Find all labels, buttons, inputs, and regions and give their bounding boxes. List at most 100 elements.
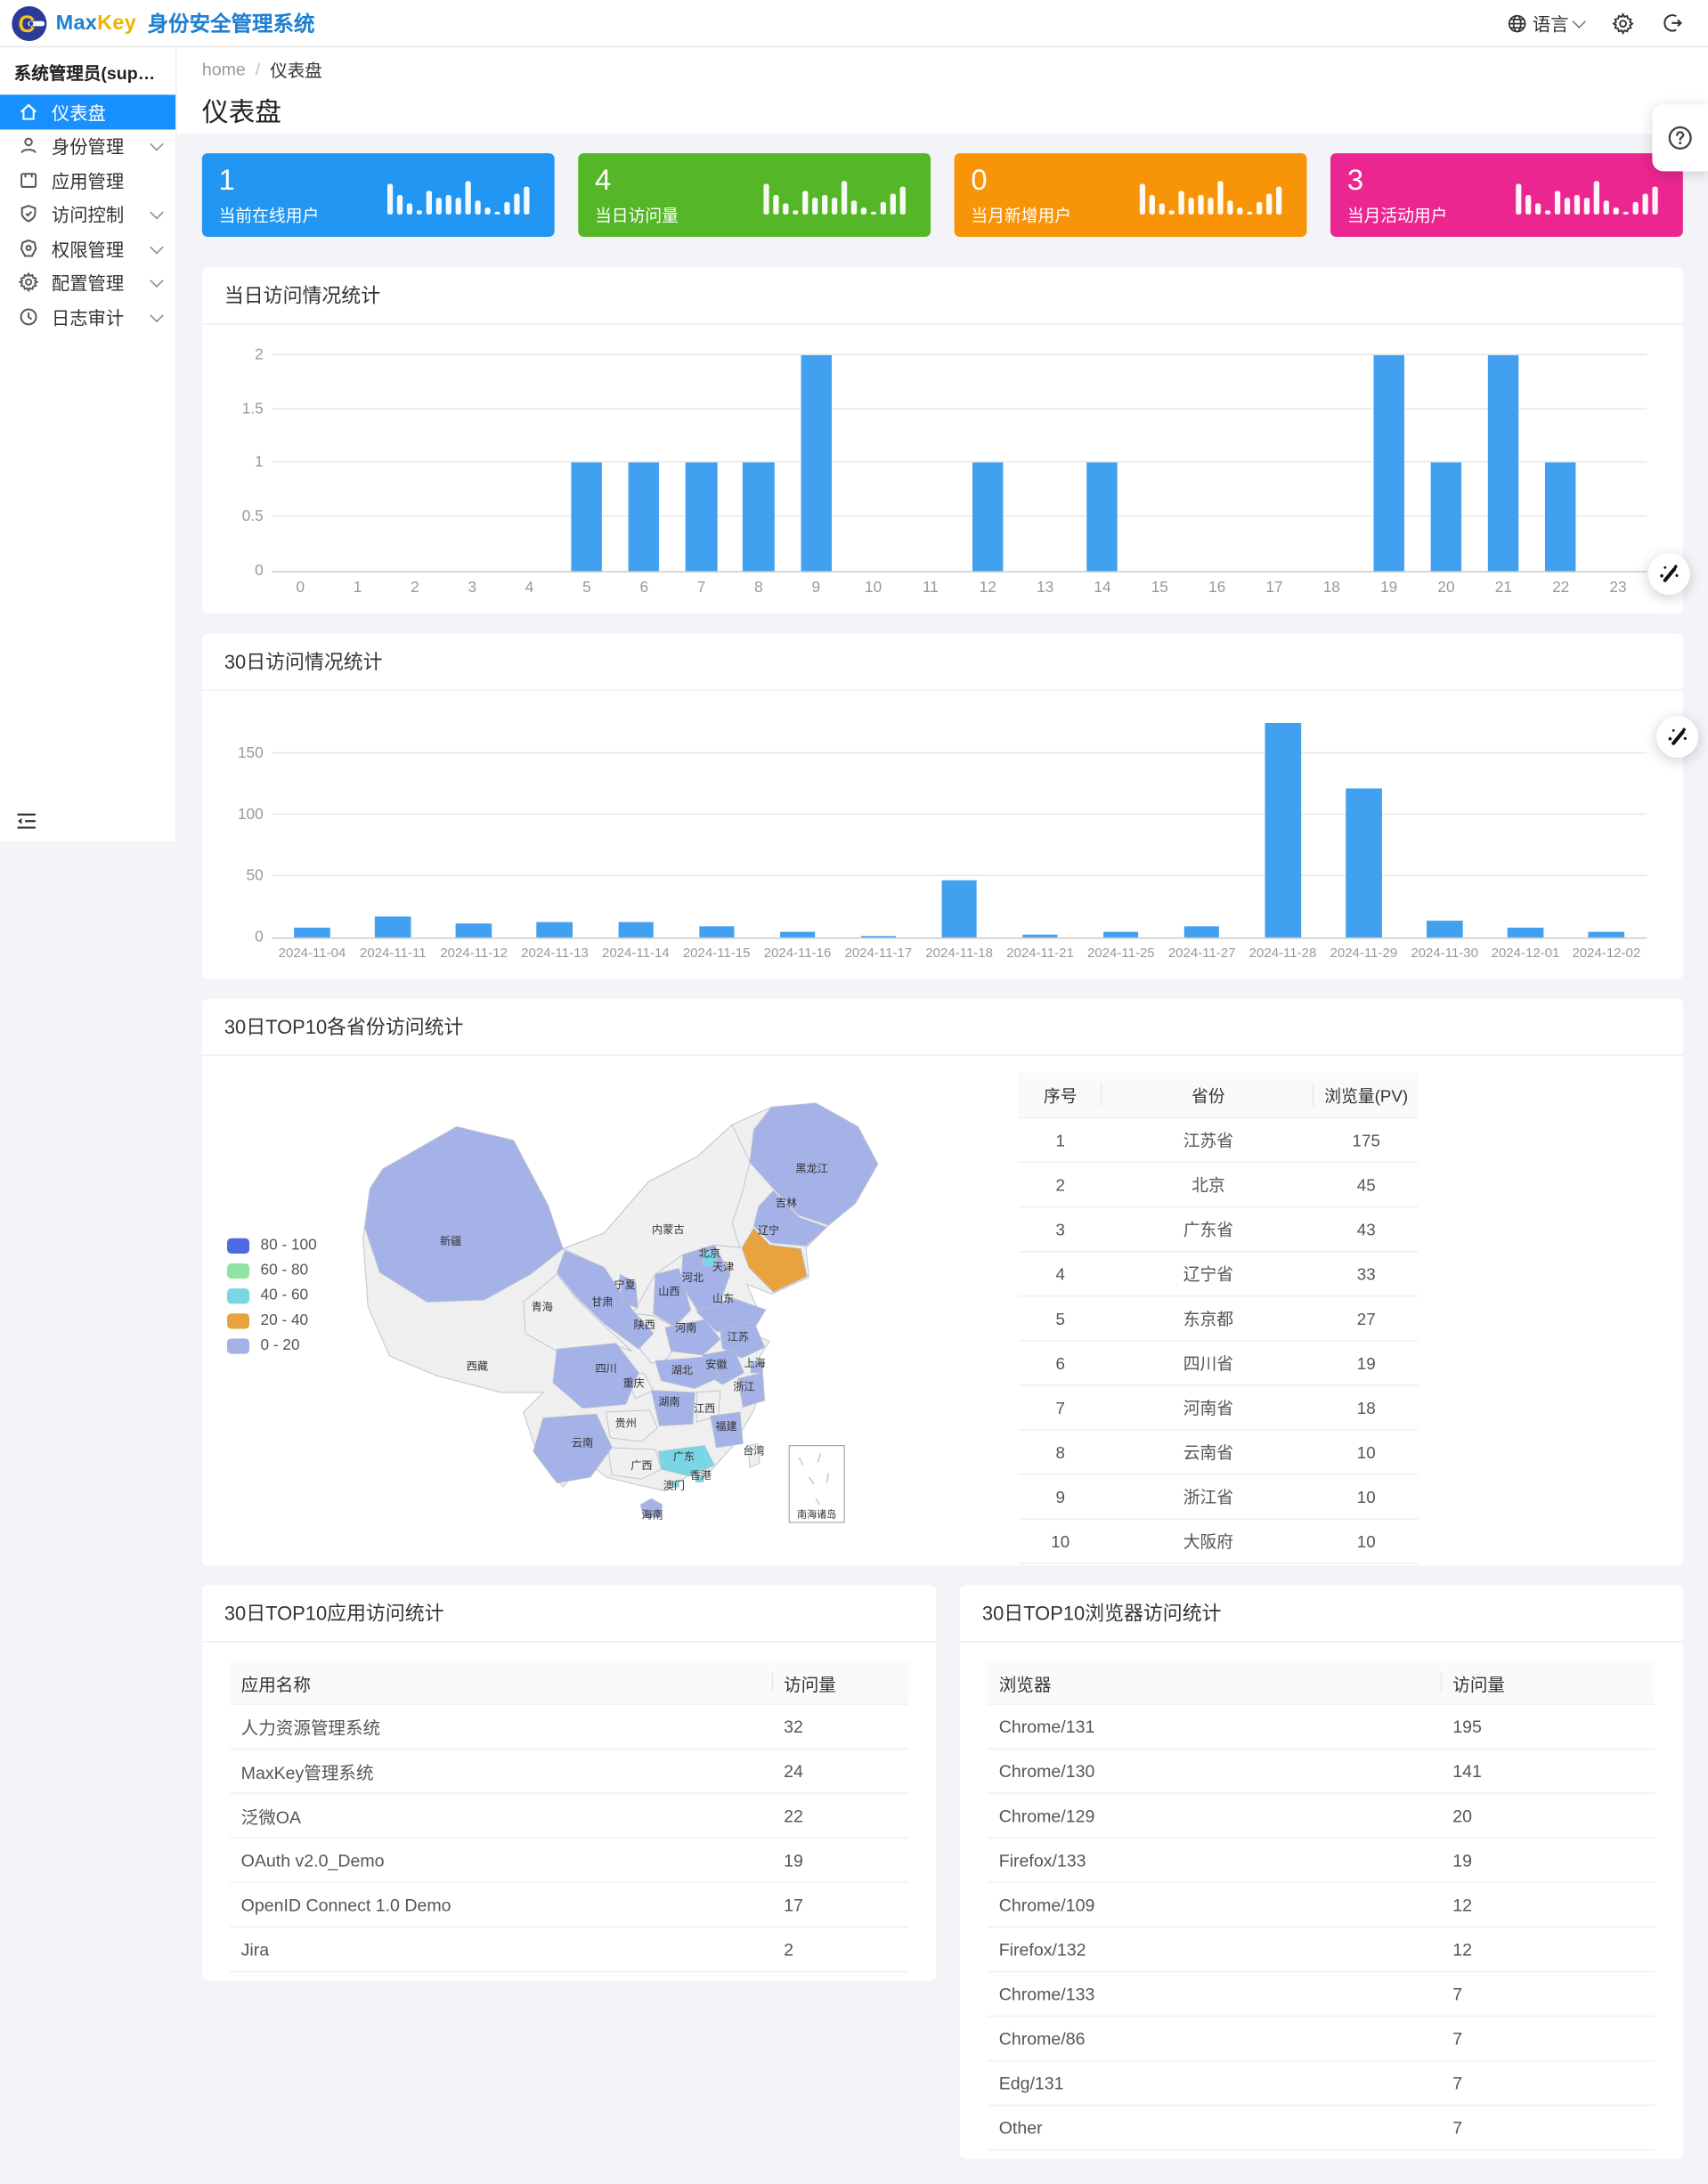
sidebar-item-audit[interactable]: 日志审计 xyxy=(0,299,175,333)
bar xyxy=(1508,927,1543,938)
map-body: 80 - 100 60 - 80 40 - 60 20 - 40 0 - 20 南海诸岛… xyxy=(202,1056,1683,1566)
x-axis-label: 4 xyxy=(525,579,534,597)
table-cell: Chrome/109 xyxy=(988,1882,1442,1928)
legend-swatch xyxy=(227,1238,250,1254)
x-axis-label: 2024-11-29 xyxy=(1330,946,1398,962)
province-label: 云南 xyxy=(572,1436,593,1449)
bar-slot xyxy=(272,710,353,938)
bar-slot xyxy=(1303,344,1360,571)
x-axis-label: 17 xyxy=(1265,579,1283,597)
mini-bar-chart-icon xyxy=(1139,181,1282,215)
bar-slot xyxy=(1074,344,1131,572)
logout-button[interactable] xyxy=(1662,12,1682,33)
table-cell: 12 xyxy=(1441,1882,1655,1928)
x-axis-label: 18 xyxy=(1322,579,1340,597)
magic-wand-button[interactable] xyxy=(1656,716,1699,759)
bars-layer xyxy=(272,710,1647,938)
stat-card: 1 当前在线用户 xyxy=(201,153,555,237)
bar xyxy=(375,916,411,938)
stat-cards-row: 1 当前在线用户 4 当日访问量 0 当月新增用户 3 当月活动用户 xyxy=(201,153,1683,237)
bar xyxy=(456,923,492,938)
x-axis-label: 2024-11-17 xyxy=(844,946,913,962)
stat-card: 0 当月新增用户 xyxy=(954,153,1307,237)
province-table: 序号 省份 浏览量(PV) 1 江苏省 175 2 北京 45 3 广东省 43 4 辽宁省 33 5 东… xyxy=(1018,1072,1419,1564)
breadcrumb-home-link[interactable]: home xyxy=(201,59,246,79)
menu-item-icon xyxy=(18,272,39,293)
menu-item-label: 配置管理 xyxy=(51,273,125,295)
gridline xyxy=(272,516,1647,517)
x-axis-label: 2024-11-15 xyxy=(682,946,751,962)
bar-slot xyxy=(1360,344,1417,572)
y-axis-tick: 0 xyxy=(255,563,264,580)
stat-label: 当前在线用户 xyxy=(218,206,320,226)
bar-slot xyxy=(1485,710,1566,938)
province-label: 新疆 xyxy=(440,1234,461,1247)
table-cell: 四川省 xyxy=(1102,1340,1314,1386)
bar xyxy=(698,926,735,938)
bar-slot xyxy=(515,710,596,938)
table-cell: 人力资源管理系统 xyxy=(230,1704,773,1750)
globe-icon xyxy=(1508,14,1526,32)
sidebar-item-app[interactable]: 应用管理 xyxy=(0,163,175,197)
table-cell: Chrome/131 xyxy=(988,1704,1442,1750)
app-row: MaxKey管理系统 24 xyxy=(230,1749,909,1794)
settings-button[interactable] xyxy=(1612,12,1634,35)
table-cell: 10 xyxy=(1314,1429,1419,1475)
province-label: 北京 xyxy=(699,1246,720,1259)
bar xyxy=(800,354,832,572)
legend-label: 0 - 20 xyxy=(260,1336,300,1354)
x-axis-label: 2024-11-11 xyxy=(360,946,427,962)
stat-value: 3 xyxy=(1346,164,1364,197)
sidebar-collapse-button[interactable] xyxy=(15,811,37,832)
chevron-down-icon xyxy=(150,206,164,220)
bar-slot xyxy=(787,344,844,572)
brand[interactable]: C MaxKey 身份安全管理系统 xyxy=(0,4,314,41)
bar xyxy=(1487,354,1519,572)
legend-label: 40 - 60 xyxy=(260,1287,309,1304)
column-header: 浏览量(PV) xyxy=(1314,1072,1419,1119)
content: 1 当前在线用户 4 当日访问量 0 当月新增用户 3 当月活动用户 当日访问情… xyxy=(176,134,1708,2184)
sidebar-item-access[interactable]: 访问控制 xyxy=(0,197,175,231)
sidebar-item-home[interactable]: 仪表盘 xyxy=(0,94,176,129)
stat-card: 3 当月活动用户 xyxy=(1330,153,1683,237)
bar-slot xyxy=(434,710,515,938)
magic-wand-button[interactable] xyxy=(1647,553,1690,596)
browser-row: Chrome/109 12 xyxy=(988,1882,1655,1928)
province-label: 河南 xyxy=(675,1320,696,1334)
browser-row: Edg/131 7 xyxy=(988,2060,1655,2107)
x-axis-label: 2024-11-28 xyxy=(1248,946,1317,962)
bar-slot xyxy=(1246,344,1303,571)
province-shape xyxy=(672,1480,679,1488)
legend-item: 40 - 60 xyxy=(227,1287,317,1304)
province-label: 四川 xyxy=(596,1362,617,1375)
sidebar-item-user[interactable]: 身份管理 xyxy=(0,129,175,163)
province-label: 重庆 xyxy=(622,1376,644,1389)
legend-item: 60 - 80 xyxy=(227,1262,317,1279)
bar xyxy=(1086,463,1118,572)
province-shape xyxy=(639,1498,663,1518)
province-label: 吉林 xyxy=(776,1197,797,1209)
daily-visits-chart-card: 当日访问情况统计 0 0.5 1 1.5 2 0 1 2 3 4 5 6 7 8 9 10 11 12 13 14 1… xyxy=(201,267,1690,613)
legend-item: 20 - 40 xyxy=(227,1311,317,1329)
sidebar-item-permission[interactable]: 权限管理 xyxy=(0,231,175,265)
sidebar-item-config[interactable]: 配置管理 xyxy=(0,265,175,299)
legend-label: 20 - 40 xyxy=(260,1311,309,1329)
menu-item-label: 仪表盘 xyxy=(51,102,106,124)
table-cell: 10 xyxy=(1314,1519,1419,1564)
legend-swatch xyxy=(227,1337,250,1353)
province-label: 宁夏 xyxy=(614,1278,636,1291)
table-cell: 9 xyxy=(1018,1474,1102,1520)
x-axis-label: 2024-11-21 xyxy=(1006,946,1074,962)
province-label: 广东 xyxy=(673,1450,695,1463)
bar-slot xyxy=(500,344,557,571)
table-cell: 17 xyxy=(772,1882,909,1928)
bar xyxy=(1545,463,1577,572)
bar xyxy=(686,463,717,572)
legend-label: 80 - 100 xyxy=(260,1237,317,1254)
province-shape xyxy=(533,1413,613,1484)
province-row: 1 江苏省 175 xyxy=(1018,1117,1419,1164)
language-selector[interactable]: 语言 xyxy=(1508,10,1587,37)
table-cell: 32 xyxy=(772,1704,909,1750)
province-label: 广西 xyxy=(630,1459,652,1472)
help-button[interactable] xyxy=(1652,104,1708,172)
